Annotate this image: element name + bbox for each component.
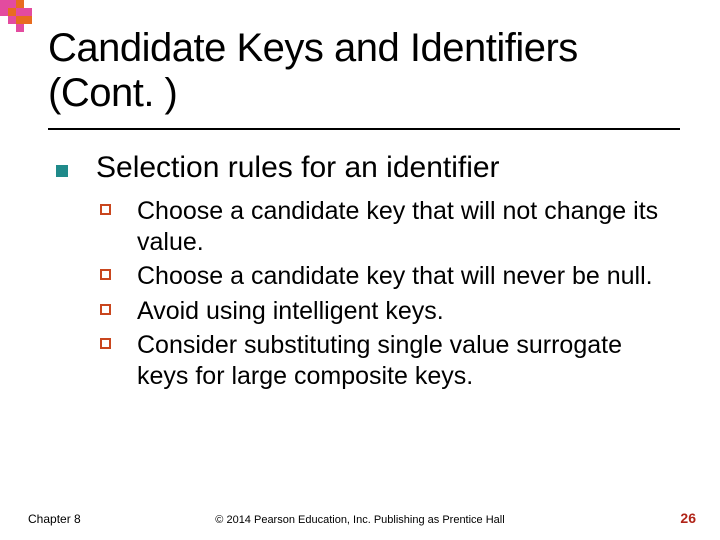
bullet-level2: Choose a candidate key that will not cha… (100, 196, 676, 257)
open-square-bullet-icon (100, 204, 111, 215)
level2-list: Choose a candidate key that will not cha… (100, 196, 676, 391)
slide: Candidate Keys and Identifiers (Cont. ) … (0, 0, 720, 540)
title-underline (48, 128, 680, 130)
level1-text: Selection rules for an identifier (96, 150, 500, 186)
slide-title: Candidate Keys and Identifiers (Cont. ) (48, 26, 688, 116)
footer-page-number: 26 (680, 510, 696, 526)
level2-text: Choose a candidate key that will not cha… (137, 196, 676, 257)
open-square-bullet-icon (100, 269, 111, 280)
level2-text: Consider substituting single value surro… (137, 330, 676, 391)
bullet-level2: Consider substituting single value surro… (100, 330, 676, 391)
footer-copyright: © 2014 Pearson Education, Inc. Publishin… (0, 514, 720, 526)
slide-body: Selection rules for an identifier Choose… (56, 150, 676, 395)
bullet-level2: Avoid using intelligent keys. (100, 296, 676, 327)
bullet-level2: Choose a candidate key that will never b… (100, 261, 676, 292)
open-square-bullet-icon (100, 338, 111, 349)
open-square-bullet-icon (100, 304, 111, 315)
bullet-level1: Selection rules for an identifier (56, 150, 676, 186)
level2-text: Avoid using intelligent keys. (137, 296, 444, 327)
level2-text: Choose a candidate key that will never b… (137, 261, 653, 292)
square-bullet-icon (56, 165, 68, 177)
